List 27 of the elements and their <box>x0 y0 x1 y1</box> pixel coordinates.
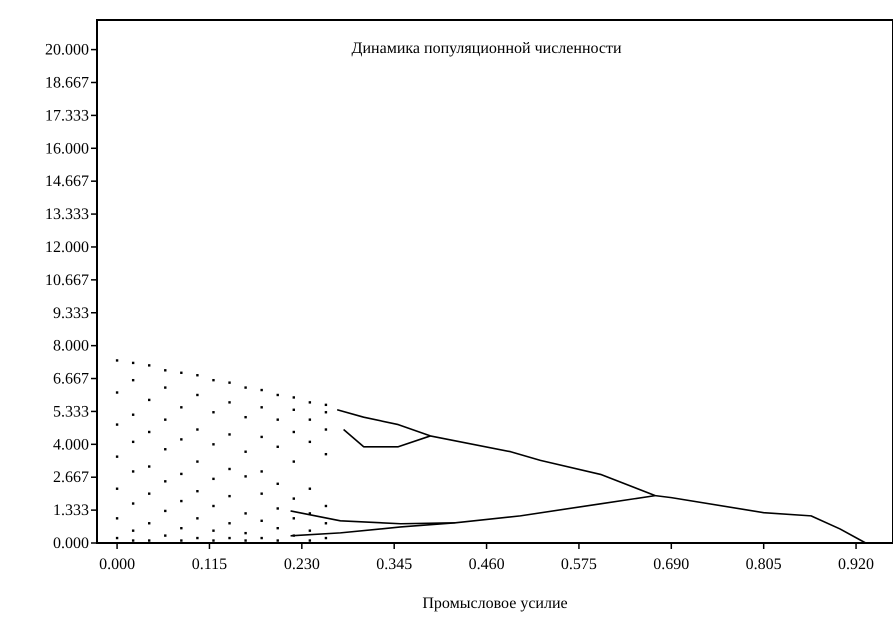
x-tick-label: 0.460 <box>468 556 505 573</box>
y-tick-label: 5.333 <box>53 403 89 420</box>
y-tick-label: 13.333 <box>45 206 89 224</box>
x-tick-label: 0.575 <box>560 556 597 573</box>
y-tick-label: 4.000 <box>53 436 89 454</box>
y-tick-label: 10.667 <box>45 272 89 289</box>
x-tick-label: 0.115 <box>192 556 228 573</box>
x-tick-label: 0.000 <box>99 556 136 573</box>
y-tick-label: 1.333 <box>53 502 89 520</box>
x-tick-label: 0.690 <box>653 556 690 573</box>
x-tick-label: 0.805 <box>746 556 782 573</box>
x-tick-label: 0.230 <box>284 556 320 573</box>
y-tick-label: 0.000 <box>53 535 89 552</box>
y-tick-label: 17.333 <box>45 107 89 124</box>
y-tick-label: 14.667 <box>45 173 89 190</box>
x-axis-title: Промысловое усилие <box>422 595 568 612</box>
y-tick-label: 6.667 <box>53 370 89 388</box>
y-tick-label: 8.000 <box>53 338 89 355</box>
y-tick-label: 16.000 <box>45 140 89 158</box>
y-tick-label: 9.333 <box>53 304 89 322</box>
y-tick-label: 18.667 <box>45 74 89 92</box>
y-tick-label: 2.667 <box>53 469 89 486</box>
y-tick-label: 12.000 <box>45 238 89 256</box>
x-tick-label: 0.345 <box>376 556 412 573</box>
y-tick-label: 20.000 <box>45 42 89 59</box>
text: Динамика популяционной численности <box>352 40 622 57</box>
x-tick-label: 0.920 <box>838 556 874 573</box>
